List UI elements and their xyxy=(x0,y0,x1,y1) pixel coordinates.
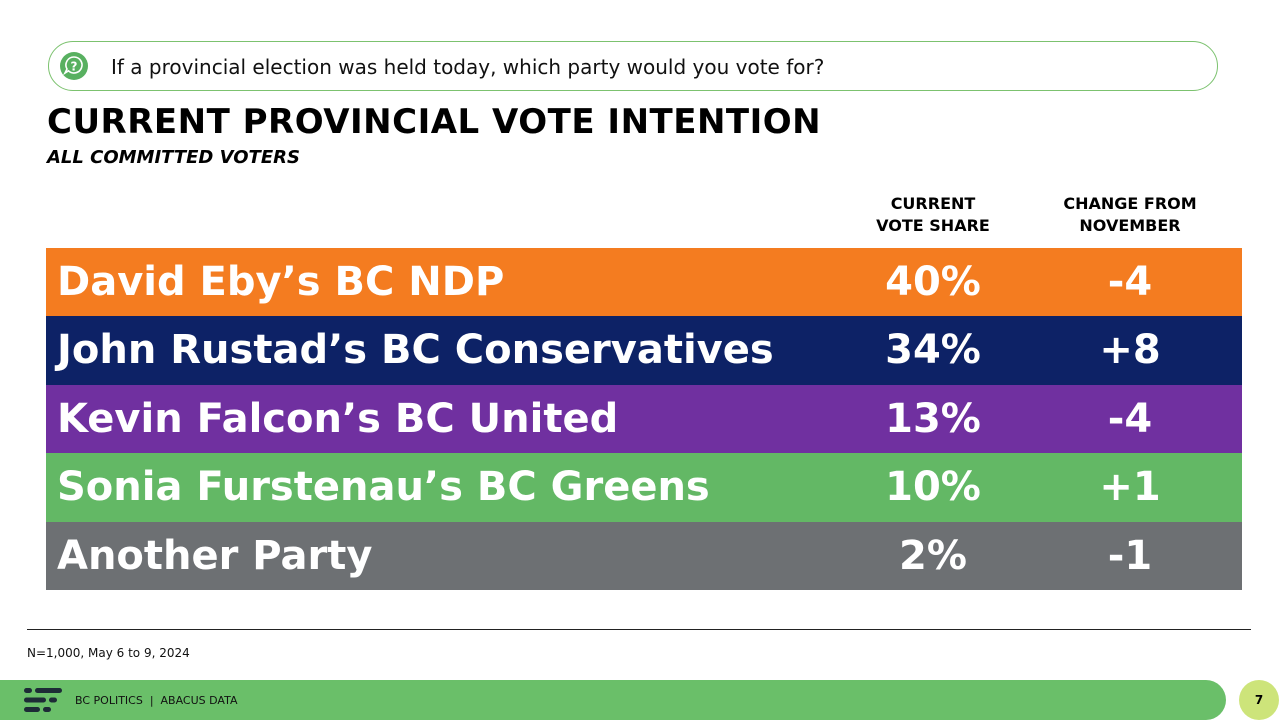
change-value: +8 xyxy=(1099,327,1161,374)
footnote-divider xyxy=(27,629,1251,630)
header-current-vote-share: CURRENT VOTE SHARE xyxy=(853,193,1013,237)
chart-subtitle: ALL COMMITTED VOTERS xyxy=(47,147,300,168)
header-share-line-2: VOTE SHARE xyxy=(876,216,990,235)
vote-intention-table: David Eby’s BC NDP 40% -4 John Rustad’s … xyxy=(46,248,1242,590)
header-share-line-1: CURRENT xyxy=(890,194,976,213)
party-name: Sonia Furstenau’s BC Greens xyxy=(57,464,710,511)
vote-share: 2% xyxy=(899,532,967,579)
header-change-from-november: CHANGE FROM NOVEMBER xyxy=(1040,193,1220,237)
vote-share: 10% xyxy=(885,464,981,511)
party-name: David Eby’s BC NDP xyxy=(57,259,505,305)
page-number-badge: 7 xyxy=(1239,680,1279,720)
party-name: Another Party xyxy=(57,532,373,579)
question-text: If a provincial election was held today,… xyxy=(111,55,825,79)
vote-share: 34% xyxy=(885,327,981,374)
footer-text: BC POLITICS | ABACUS DATA xyxy=(75,694,238,707)
party-name: Kevin Falcon’s BC United xyxy=(57,395,619,442)
party-name: John Rustad’s BC Conservatives xyxy=(57,327,774,374)
vote-share: 40% xyxy=(885,259,981,305)
abacus-logo-icon xyxy=(24,688,62,712)
table-row: Sonia Furstenau’s BC Greens 10% +1 xyxy=(46,453,1242,522)
question-bubble-icon: ? xyxy=(60,52,88,80)
change-value: -4 xyxy=(1107,395,1153,442)
svg-text:?: ? xyxy=(71,60,78,74)
table-row: David Eby’s BC NDP 40% -4 xyxy=(46,248,1242,317)
question-box: ? If a provincial election was held toda… xyxy=(48,41,1218,91)
change-value: +1 xyxy=(1099,464,1161,511)
chart-title: CURRENT PROVINCIAL VOTE INTENTION xyxy=(47,102,822,142)
table-row: John Rustad’s BC Conservatives 34% +8 xyxy=(46,316,1242,385)
table-row: Another Party 2% -1 xyxy=(46,521,1242,590)
header-change-line-2: NOVEMBER xyxy=(1079,216,1181,235)
change-value: -1 xyxy=(1107,532,1153,579)
source-note: N=1,000, May 6 to 9, 2024 xyxy=(27,646,190,660)
header-change-line-1: CHANGE FROM xyxy=(1063,194,1197,213)
table-row: Kevin Falcon’s BC United 13% -4 xyxy=(46,384,1242,454)
change-value: -4 xyxy=(1107,259,1153,305)
footer-bar xyxy=(0,680,1226,720)
vote-share: 13% xyxy=(885,395,981,442)
